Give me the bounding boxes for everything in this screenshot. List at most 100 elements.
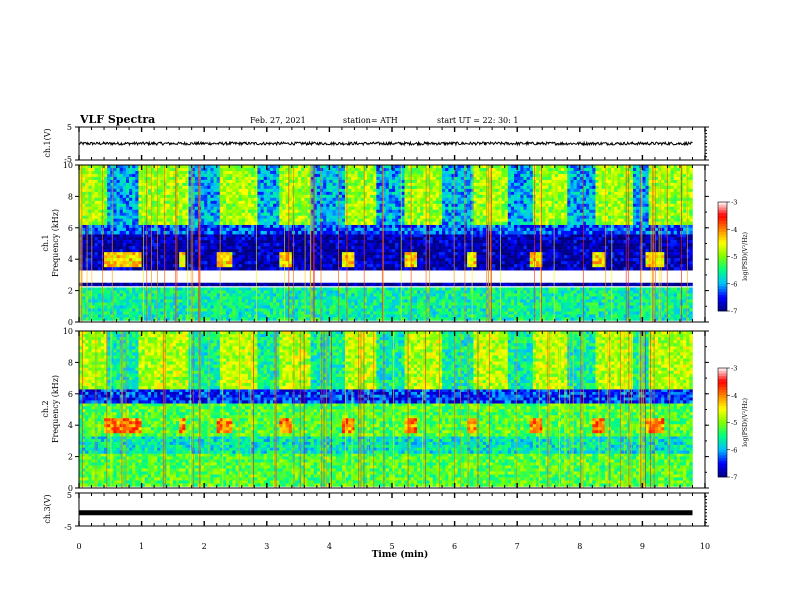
spectrogram-cell [229, 308, 233, 312]
spectrogram-cell [482, 267, 487, 271]
spectrogram-cell [495, 282, 499, 285]
spectrogram-cell [129, 308, 133, 312]
spectrogram-cell [122, 317, 127, 321]
spectrogram-cell [379, 237, 383, 241]
spectrogram-cell [404, 290, 408, 294]
spectrogram-cell [310, 290, 315, 294]
spectrogram-cell [119, 234, 124, 238]
spectrogram-cell [498, 302, 502, 306]
spectrogram-cell [410, 314, 415, 318]
spectrogram-cell [150, 299, 155, 303]
spectrogram-cell [154, 293, 158, 297]
spectrogram-cell [507, 287, 512, 291]
spectrogram-cell [404, 255, 408, 259]
spectrogram-cell [567, 311, 571, 315]
spectrogram-cell [320, 237, 324, 241]
spectrogram-cell [523, 296, 527, 300]
spectrogram-cell [442, 237, 446, 241]
spectrogram-cell [451, 317, 455, 321]
spectrogram-cell [448, 237, 452, 241]
spectrogram-cell [673, 282, 678, 285]
spectrogram-cell [244, 314, 249, 318]
spectrogram-cell [332, 290, 336, 294]
spectrogram-cell [310, 267, 315, 271]
spectrogram-cell [191, 264, 196, 268]
spectrogram-cell [273, 282, 277, 285]
spectrogram-cell [445, 311, 449, 315]
spectrogram-cell [654, 252, 659, 256]
spectrogram-cell [373, 284, 377, 287]
spectrogram-cell [460, 252, 465, 256]
spectrogram-cell [551, 305, 556, 309]
spectrogram-cell [332, 293, 336, 297]
spectrogram-cell [398, 267, 402, 271]
spectrogram-cell [620, 299, 624, 303]
spectrogram-cell [363, 246, 368, 250]
spectrogram-cell [213, 237, 218, 241]
spectrogram-cell [395, 261, 399, 265]
spectrogram-cell [251, 284, 255, 287]
spectrogram-cell [182, 299, 186, 303]
spectrogram-cell [313, 258, 318, 262]
spectrogram-cell [392, 249, 396, 253]
spectrogram-cell [404, 284, 408, 287]
spectrogram-cell [188, 299, 192, 303]
spectrogram-cell [492, 267, 496, 271]
spectrogram-cell [654, 267, 659, 271]
spectrogram-cell [395, 237, 399, 241]
spectrogram-cell [420, 249, 424, 253]
spectrogram-cell [332, 261, 336, 265]
spectrogram-cell [269, 308, 274, 312]
spectrogram-cell [607, 282, 612, 285]
spectrogram-cell [460, 243, 465, 247]
spectrogram-cell [526, 258, 531, 262]
spectrogram-cell [210, 314, 214, 318]
spectrogram-cell [526, 252, 531, 256]
spectrogram-cell [97, 287, 102, 291]
spectrogram-cell [579, 267, 584, 271]
spectrogram-cell [182, 255, 186, 259]
spectrogram-cell [122, 293, 127, 297]
spectrogram-cell [542, 299, 546, 303]
spectrogram-cell [636, 246, 640, 250]
spectrogram-cell [229, 293, 233, 297]
spectrogram-cell [125, 258, 130, 262]
spectrogram-cell [517, 264, 521, 268]
spectrogram-cell [429, 296, 433, 300]
spectrogram-cell [232, 287, 236, 291]
spectrogram-cell [219, 308, 224, 312]
spectrogram-cell [607, 305, 612, 309]
spectrogram-cell [548, 282, 552, 285]
spectrogram-cell [429, 252, 433, 256]
spectrogram-cell [476, 290, 480, 294]
spectrogram-cell [617, 243, 621, 247]
spectrogram-cell [323, 237, 327, 241]
spectrogram-cell [119, 296, 124, 300]
spectrogram-cell [348, 299, 352, 303]
spectrogram-cell [147, 290, 152, 294]
spectrogram-cell [257, 237, 261, 241]
spectrogram-cell [438, 249, 443, 253]
spectrogram-cell [226, 237, 230, 241]
spectrogram-cell [492, 290, 496, 294]
spectrogram-cell [586, 267, 590, 271]
spectrogram-cell [150, 317, 155, 321]
spectrogram-cell [172, 246, 177, 250]
spectrogram-cell [398, 258, 402, 262]
spectrogram-cell [529, 302, 534, 306]
spectrogram-cell [294, 252, 299, 256]
spectrogram-cell [273, 305, 277, 309]
spectrogram-cell [216, 243, 221, 247]
spectrogram-cell [617, 296, 621, 300]
spectrogram-cell [169, 296, 174, 300]
spectrogram-cell [683, 299, 687, 303]
spectrogram-cell [97, 237, 102, 241]
spectrogram-cell [357, 282, 361, 285]
spectrogram-cell [341, 258, 346, 262]
spectrogram-cell [238, 293, 243, 297]
spectrogram-cell [157, 234, 161, 238]
spectrogram-cell [398, 264, 402, 268]
spectrogram-cell [307, 252, 311, 256]
spectrogram-cell [373, 264, 377, 268]
spectrogram-cell [316, 237, 321, 241]
